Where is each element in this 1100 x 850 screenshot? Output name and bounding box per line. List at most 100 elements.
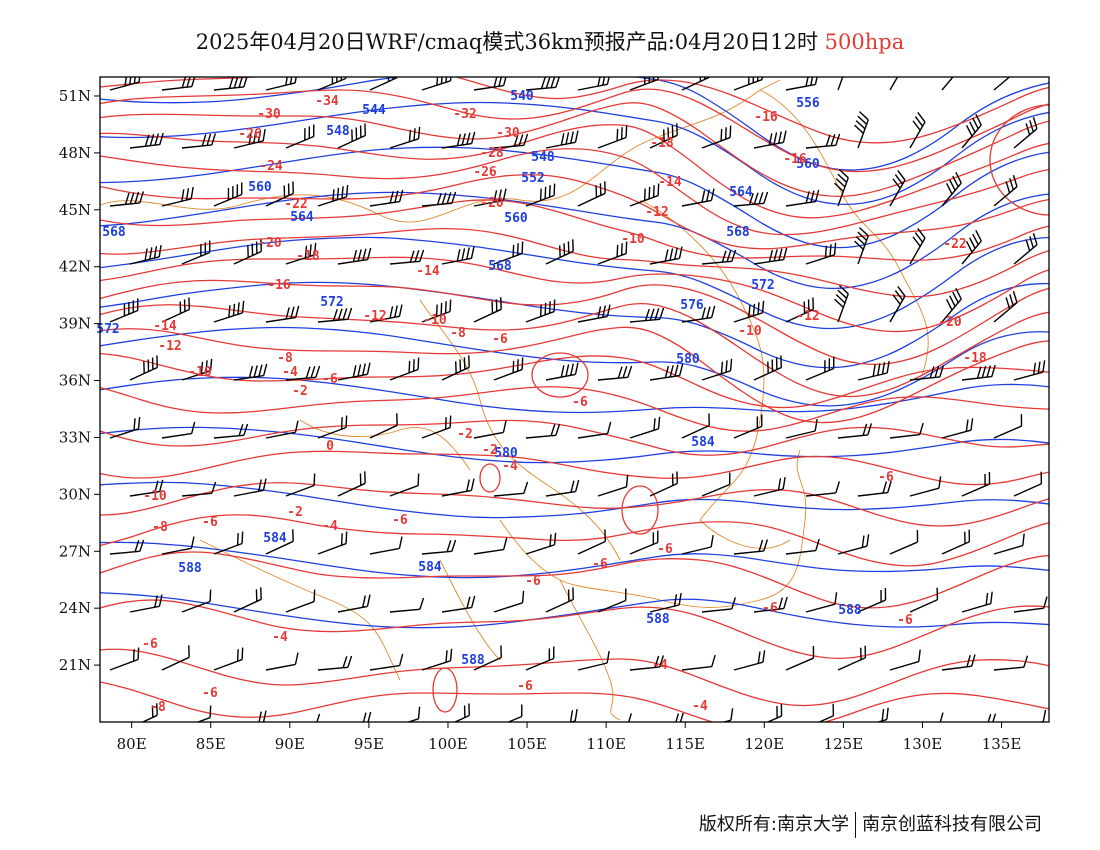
temperature-label: -4 <box>322 519 338 534</box>
wind-barb <box>961 230 982 265</box>
height-contour <box>100 191 1049 290</box>
wind-barb <box>441 478 475 497</box>
wind-barb <box>805 133 841 149</box>
wind-barb <box>993 77 1011 91</box>
wind-barb <box>181 358 213 381</box>
temperature-contour <box>100 352 1049 409</box>
temperature-label: 0 <box>326 439 334 454</box>
wind-barb <box>941 288 962 323</box>
lon-tick-label: 90E <box>275 735 305 753</box>
boundary-lines <box>100 79 929 721</box>
temperature-label: -12 <box>158 339 181 354</box>
height-label: 588 <box>178 561 202 576</box>
wind-barb <box>753 596 788 613</box>
wind-barb <box>213 182 243 207</box>
lon-tick-label: 110E <box>586 735 626 753</box>
temperature-label: -20 <box>938 315 962 330</box>
temperature-label: -22 <box>943 237 966 252</box>
temperature-label: -30 <box>257 107 281 122</box>
wind-barb <box>834 285 849 323</box>
temperature-label: -2 <box>292 384 308 399</box>
wind-barb <box>785 419 818 439</box>
height-label: 572 <box>751 278 774 293</box>
wind-barb <box>525 532 557 555</box>
temperature-contour <box>100 88 1049 173</box>
wind-barb <box>805 481 841 497</box>
height-label: 572 <box>320 295 343 310</box>
height-label: 584 <box>691 435 715 450</box>
wind-barb <box>453 703 470 722</box>
lat-tick-label: 39N <box>59 315 91 333</box>
wind-barb <box>649 363 684 381</box>
wind-barb <box>733 650 766 671</box>
temperature-label: -10 <box>188 365 212 380</box>
temperature-label: -18 <box>296 249 320 264</box>
wind-barb <box>681 305 716 323</box>
wind-barb <box>837 77 844 91</box>
height-label: 588 <box>646 612 670 627</box>
wind-barb <box>577 651 610 671</box>
wind-barb <box>597 241 628 265</box>
wind-barb <box>854 227 869 265</box>
wind-barb <box>389 357 420 381</box>
wind-barb <box>421 191 457 207</box>
temperature-label: -20 <box>258 236 282 251</box>
height-label: 568 <box>102 225 126 240</box>
wind-barb <box>109 191 145 207</box>
wind-barb <box>369 77 398 91</box>
temperature-label: -26 <box>238 127 262 142</box>
temperature-label: -34 <box>315 94 339 109</box>
wind-barb <box>909 476 942 497</box>
wind-barb <box>421 299 452 323</box>
lat-tick-label: 27N <box>59 542 91 560</box>
wind-barb <box>317 77 347 91</box>
wind-barb <box>441 246 475 265</box>
lat-tick-label: 21N <box>59 656 91 674</box>
wind-barb <box>597 125 628 149</box>
wind-barb <box>337 123 366 149</box>
wind-barb <box>993 291 1018 323</box>
temperature-contour <box>621 485 659 535</box>
wind-barb <box>941 654 976 671</box>
temperature-label: -14 <box>153 319 177 334</box>
wind-barb <box>473 645 502 671</box>
wind-barb <box>369 653 404 671</box>
wind-barb <box>993 414 1023 439</box>
lon-tick-label: 95E <box>354 735 384 753</box>
wind-barb <box>441 131 476 149</box>
lon-tick-label: 115E <box>665 735 705 753</box>
wind-barb <box>785 538 820 555</box>
copyright-notice: 版权所有:南京大学 南京创蓝科技有限公司 <box>699 810 1042 838</box>
wind-barb <box>733 414 763 439</box>
wind-barb <box>961 114 982 149</box>
temperature-label: -22 <box>284 197 307 212</box>
wind-barb <box>473 420 507 439</box>
height-contour <box>100 541 1049 579</box>
wind-barb <box>629 183 660 207</box>
temperature-label: -4 <box>272 630 288 645</box>
wind-barb <box>854 111 869 149</box>
temperature-label: -8 <box>152 520 168 535</box>
wind-barb <box>753 477 786 497</box>
height-label: 540 <box>510 89 534 104</box>
wind-barb <box>939 712 944 722</box>
wind-barb <box>701 358 733 381</box>
wind-barb <box>785 297 814 323</box>
wind-barb <box>316 713 321 722</box>
wind-barb <box>285 589 316 613</box>
wind-barb <box>675 712 684 722</box>
wind-barb <box>909 112 926 149</box>
wind-barb <box>909 365 945 381</box>
height-label: 580 <box>676 352 700 367</box>
wind-barb <box>597 365 633 381</box>
wind-barb <box>649 246 683 265</box>
wind-barb <box>993 175 1018 207</box>
wind-barb <box>1013 596 1048 613</box>
temperature-contour <box>100 148 1049 236</box>
height-label: 544 <box>362 103 386 118</box>
wind-barb <box>1038 709 1047 722</box>
wind-barb <box>129 244 162 265</box>
wind-barb <box>701 125 732 149</box>
wind-barb <box>406 706 421 722</box>
